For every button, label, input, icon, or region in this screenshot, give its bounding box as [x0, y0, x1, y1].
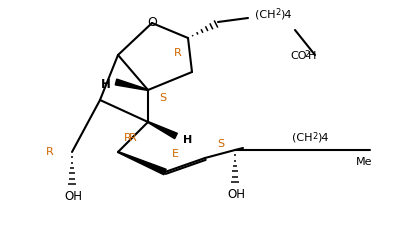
- Text: R: R: [174, 48, 182, 58]
- Text: E: E: [171, 149, 179, 159]
- Text: (CH: (CH: [292, 133, 312, 143]
- Text: )4: )4: [280, 9, 292, 19]
- Text: OH: OH: [227, 188, 245, 202]
- Text: CO: CO: [290, 51, 307, 61]
- Text: Me: Me: [356, 157, 372, 167]
- Text: (CH: (CH: [255, 9, 275, 19]
- Text: H: H: [183, 135, 193, 145]
- Polygon shape: [118, 152, 166, 175]
- Text: R: R: [129, 133, 137, 143]
- Text: OH: OH: [64, 189, 82, 203]
- Polygon shape: [148, 122, 177, 139]
- Text: 2: 2: [275, 8, 280, 17]
- Polygon shape: [115, 79, 148, 90]
- Text: 2: 2: [312, 132, 317, 141]
- Text: O: O: [147, 16, 157, 28]
- Text: S: S: [160, 93, 167, 103]
- Text: R: R: [124, 133, 132, 143]
- Text: S: S: [217, 139, 225, 149]
- Text: 2: 2: [304, 50, 309, 59]
- Text: H: H: [101, 78, 111, 90]
- Text: H: H: [308, 51, 316, 61]
- Text: R: R: [46, 147, 54, 157]
- Text: )4: )4: [317, 133, 329, 143]
